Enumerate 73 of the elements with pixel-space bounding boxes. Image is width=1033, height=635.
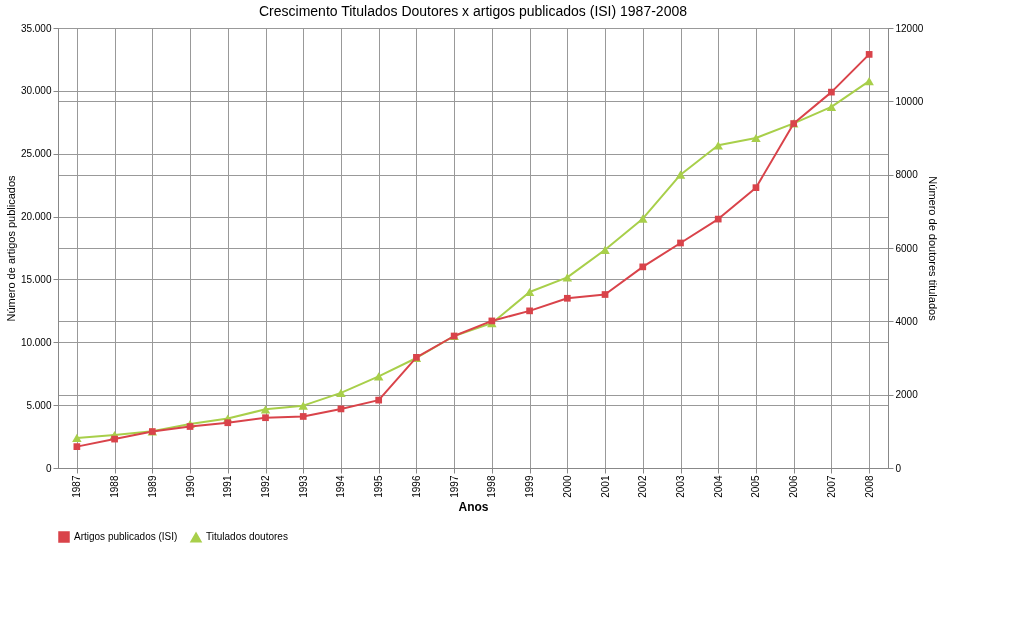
x-tick-label: 2006: [788, 475, 800, 498]
x-tick-label: 1999: [524, 475, 536, 498]
x-tick-label: 1992: [260, 475, 271, 498]
point: [186, 423, 194, 430]
y2-tick-label: 2000: [895, 389, 919, 401]
y2-tick-label: 4000: [895, 315, 919, 327]
y-tick-label: 15.000: [20, 273, 52, 285]
y-tick-label: 10.000: [20, 336, 52, 348]
point: [677, 239, 684, 247]
x-tick-label: 1989: [146, 475, 158, 498]
point: [298, 401, 308, 410]
point: [638, 214, 648, 223]
point: [639, 263, 647, 271]
x-tick-label: 1990: [184, 475, 196, 498]
point: [864, 77, 874, 86]
point: [224, 419, 232, 427]
point: [526, 307, 533, 315]
point: [336, 388, 346, 397]
x-tick-label: 2001: [599, 475, 611, 498]
point: [524, 287, 535, 297]
y-tick-label: 30.000: [20, 85, 52, 97]
point: [600, 245, 610, 254]
y2-tick-label: 6000: [895, 242, 919, 254]
x-tick-label: 1994: [335, 475, 347, 498]
x-tick-label: 2007: [825, 475, 837, 498]
y2-tick-label: 12000: [895, 22, 924, 34]
point: [73, 443, 81, 450]
point: [713, 141, 723, 150]
y-axis-title: Número de artigos publicados: [4, 174, 17, 322]
point: [375, 396, 383, 404]
x-tick-label: 2002: [637, 475, 649, 498]
x-tick-label: 1995: [373, 475, 385, 498]
point: [714, 215, 722, 223]
y2-tick-label: 10000: [895, 95, 924, 107]
point: [299, 413, 307, 420]
y-tick-label: 25.000: [20, 148, 52, 160]
point: [72, 433, 82, 443]
point: [260, 405, 271, 414]
y2-tick-label: 0: [895, 462, 902, 474]
point: [828, 88, 835, 96]
x-tick-label: 2004: [712, 475, 724, 498]
y-tick-label: 20.000: [20, 211, 52, 223]
legend-label: Artigos publicados (ISI): [74, 531, 178, 542]
point: [865, 51, 873, 58]
x-tick-label: 1988: [109, 475, 121, 498]
point: [373, 372, 384, 381]
x-tick-label: 1997: [448, 475, 460, 498]
x-tick-label: 1987: [71, 475, 83, 498]
point: [563, 294, 571, 302]
point: [826, 102, 837, 111]
point: [601, 291, 609, 298]
x-tick-label: 1993: [297, 475, 309, 498]
y-tick-label: 5.000: [26, 399, 52, 411]
legend-label: Titulados doutores: [206, 531, 288, 543]
point: [752, 184, 760, 192]
x-tick-label: 1998: [486, 475, 498, 498]
point: [751, 133, 761, 143]
point: [562, 273, 573, 282]
x-tick-label: 1996: [410, 475, 422, 498]
y2-tick-label: 8000: [895, 169, 919, 181]
x-tick-label: 1991: [222, 475, 234, 498]
y-tick-label: 0: [45, 462, 52, 474]
x-tick-label: 2003: [675, 475, 686, 498]
chart-title: Crescimento Titulados Doutores x artigos publicados (ISI) 1987-2008: [259, 3, 688, 19]
x-axis-title: Anos: [458, 499, 489, 514]
x-tick-label: 2008: [863, 475, 875, 498]
x-tick-label: 2005: [750, 475, 762, 498]
point: [262, 414, 269, 422]
y2-axis-title: Número de doutores titulados: [927, 176, 940, 322]
y-tick-label: 35.000: [20, 22, 52, 34]
point: [111, 435, 118, 443]
point: [675, 170, 686, 179]
x-tick-label: 2000: [561, 475, 573, 498]
